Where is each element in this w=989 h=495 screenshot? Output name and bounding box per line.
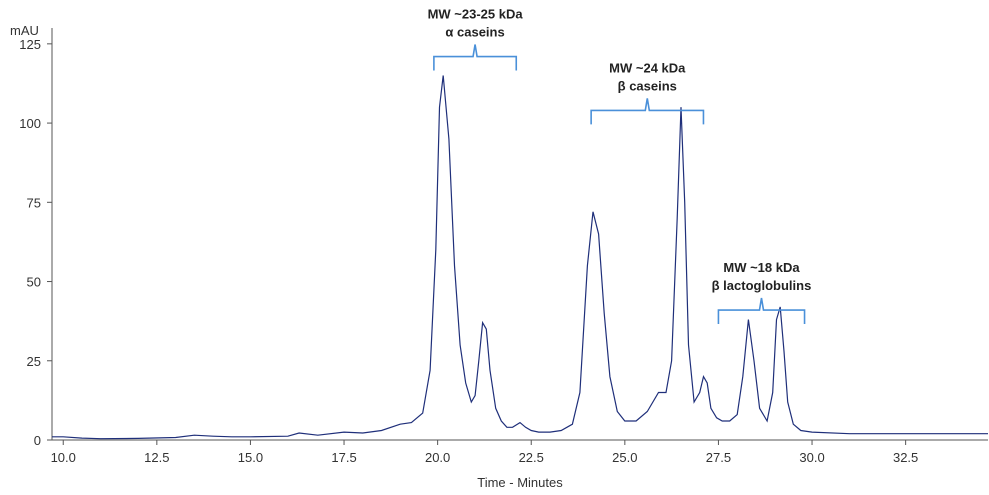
x-tick-label: 25.0: [612, 450, 637, 465]
x-tick-label: 20.0: [425, 450, 450, 465]
chromatogram-trace: [52, 75, 988, 440]
peak-annotations: MW ~23-25 kDa α caseins MW ~24 kDa β casein…: [428, 7, 812, 325]
x-tick-label: 30.0: [799, 450, 824, 465]
x-tick-label: 10.0: [51, 450, 76, 465]
x-tick-label: 32.5: [893, 450, 918, 465]
annotation-protein-label: β lactoglobulins: [712, 278, 812, 293]
axes: [51, 28, 988, 441]
annotation-bracket: [717, 297, 806, 325]
x-axis-title: Time - Minutes: [477, 475, 563, 490]
y-tick-label: 25: [27, 354, 41, 369]
annotation-bracket: [433, 44, 518, 71]
x-tick-label: 17.5: [331, 450, 356, 465]
y-tick-label: 75: [27, 195, 41, 210]
x-tick-label: 27.5: [706, 450, 731, 465]
annotation-mw-label: MW ~23-25 kDa: [428, 7, 524, 22]
annotation-bracket: [590, 98, 705, 125]
x-tick-label: 15.0: [238, 450, 263, 465]
y-tick-label: 0: [34, 433, 41, 448]
y-axis-title: mAU: [10, 23, 39, 38]
y-tick-label: 100: [19, 116, 41, 131]
annotation-protein-label: α caseins: [445, 25, 504, 40]
x-tick-label: 22.5: [519, 450, 544, 465]
annotation-mw-label: MW ~18 kDa: [723, 260, 800, 275]
y-tick-label: 50: [27, 275, 41, 290]
annotation-protein-label: β caseins: [618, 78, 677, 93]
annotation-mw-label: MW ~24 kDa: [609, 60, 686, 75]
y-tick-label: 125: [19, 37, 41, 52]
y-ticks: 0 25 50 75 100 125: [19, 37, 52, 448]
x-ticks: 10.0 12.5 15.0 17.5 20.0 22.5 25.0 27.5 30.0 32.5: [51, 440, 918, 465]
x-tick-label: 12.5: [144, 450, 169, 465]
